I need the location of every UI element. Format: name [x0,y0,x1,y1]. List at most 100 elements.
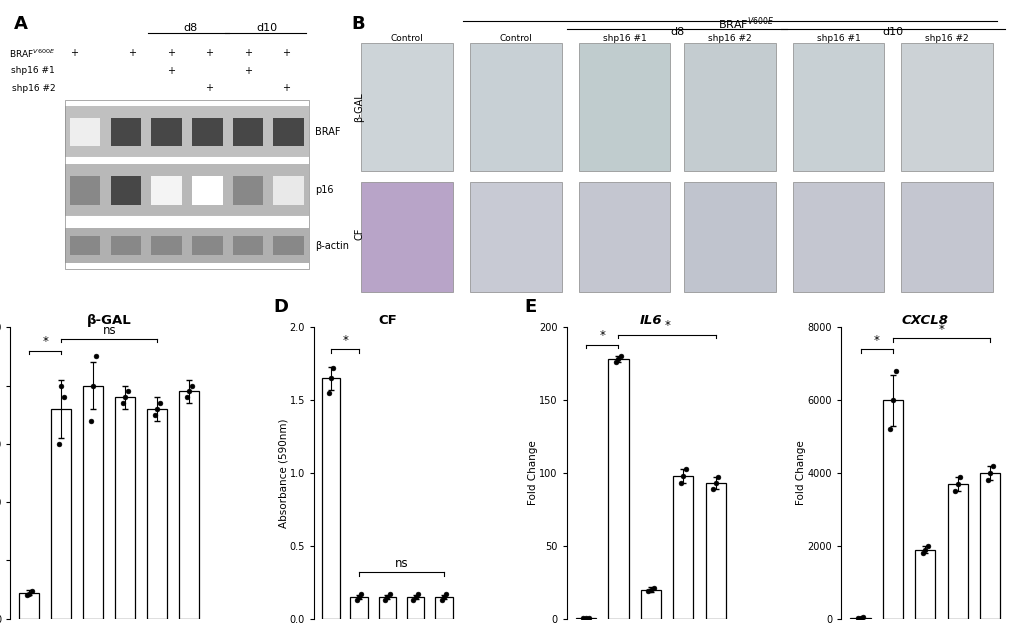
Text: β-actin: β-actin [315,241,350,251]
Point [348,595,365,605]
Point [852,612,868,622]
Text: BRAF$^{V600E}$: BRAF$^{V600E}$ [717,16,773,32]
Bar [232,176,263,205]
Point [178,392,195,402]
Bar [151,176,181,205]
Point [53,381,69,391]
Point [56,392,72,402]
Point [881,424,898,434]
Point [609,354,626,364]
Bar [640,589,660,619]
Bar [70,118,100,146]
Text: d10: d10 [881,27,903,37]
Point [183,381,200,391]
Text: shp16 #2: shp16 #2 [924,34,968,43]
Point [325,363,341,373]
Text: d10: d10 [257,23,277,33]
Text: BRAF: BRAF [315,127,340,137]
Point [854,612,870,622]
Point [114,398,130,408]
Bar [115,398,135,619]
Point [580,612,596,622]
Point [978,475,995,485]
Bar [322,378,339,619]
Y-axis label: Absorbance (590nm): Absorbance (590nm) [278,418,288,528]
Bar [70,176,100,205]
Text: +: + [167,66,174,76]
Bar [378,597,395,619]
Bar [882,400,902,619]
Point [575,613,591,623]
Text: BRAF$^{V600E}$: BRAF$^{V600E}$ [9,47,55,59]
Point [147,410,163,420]
Point [152,398,168,408]
Point [645,583,661,593]
Text: +: + [282,48,290,58]
Point [320,388,336,398]
Point [919,541,935,551]
Text: +: + [205,83,213,93]
Bar [273,118,304,146]
Point [983,461,1000,471]
Point [952,472,968,482]
Point [704,484,720,494]
Point [981,468,998,478]
Bar [979,473,1000,619]
Bar [850,618,870,619]
Point [85,381,101,391]
Point [883,395,900,405]
Text: shp16 #2: shp16 #2 [707,34,751,43]
Point [351,592,367,602]
Bar [51,409,71,619]
Bar [151,118,181,146]
Point [675,471,691,481]
Point [612,351,629,361]
Point [377,595,393,605]
Text: ns: ns [394,557,408,570]
Text: d8: d8 [182,23,197,33]
Point [18,591,35,601]
Bar [947,484,967,619]
Point [887,366,903,376]
Text: Control: Control [499,34,532,43]
Bar [192,236,222,255]
Bar [232,118,263,146]
Point [322,373,338,383]
Text: E: E [524,298,536,316]
Point [407,592,423,602]
Text: *: * [599,329,604,342]
Point [405,595,421,605]
Point [21,589,38,599]
Point [88,351,104,361]
Bar [151,236,181,255]
Point [709,472,726,482]
Bar [110,236,141,255]
Point [947,486,963,496]
Text: +: + [244,48,252,58]
Point [949,479,965,489]
Point [849,613,865,623]
Point [379,592,395,602]
Text: +: + [70,48,78,58]
Text: *: * [43,335,48,348]
Bar [673,476,693,619]
Y-axis label: Fold Change: Fold Change [527,441,537,506]
Point [119,386,136,396]
Point [678,464,694,474]
Point [607,357,624,367]
Bar [110,118,141,146]
Text: Control: Control [390,34,423,43]
Point [437,589,453,599]
Point [642,584,658,594]
Title: CXCL8: CXCL8 [901,314,948,328]
Text: +: + [128,48,137,58]
Point [381,589,397,599]
Text: +: + [282,83,290,93]
Text: ns: ns [102,324,116,337]
Bar [607,359,628,619]
Point [410,589,426,599]
Bar [147,409,167,619]
Text: *: * [937,323,944,336]
Bar [84,386,103,619]
Point [707,478,723,488]
